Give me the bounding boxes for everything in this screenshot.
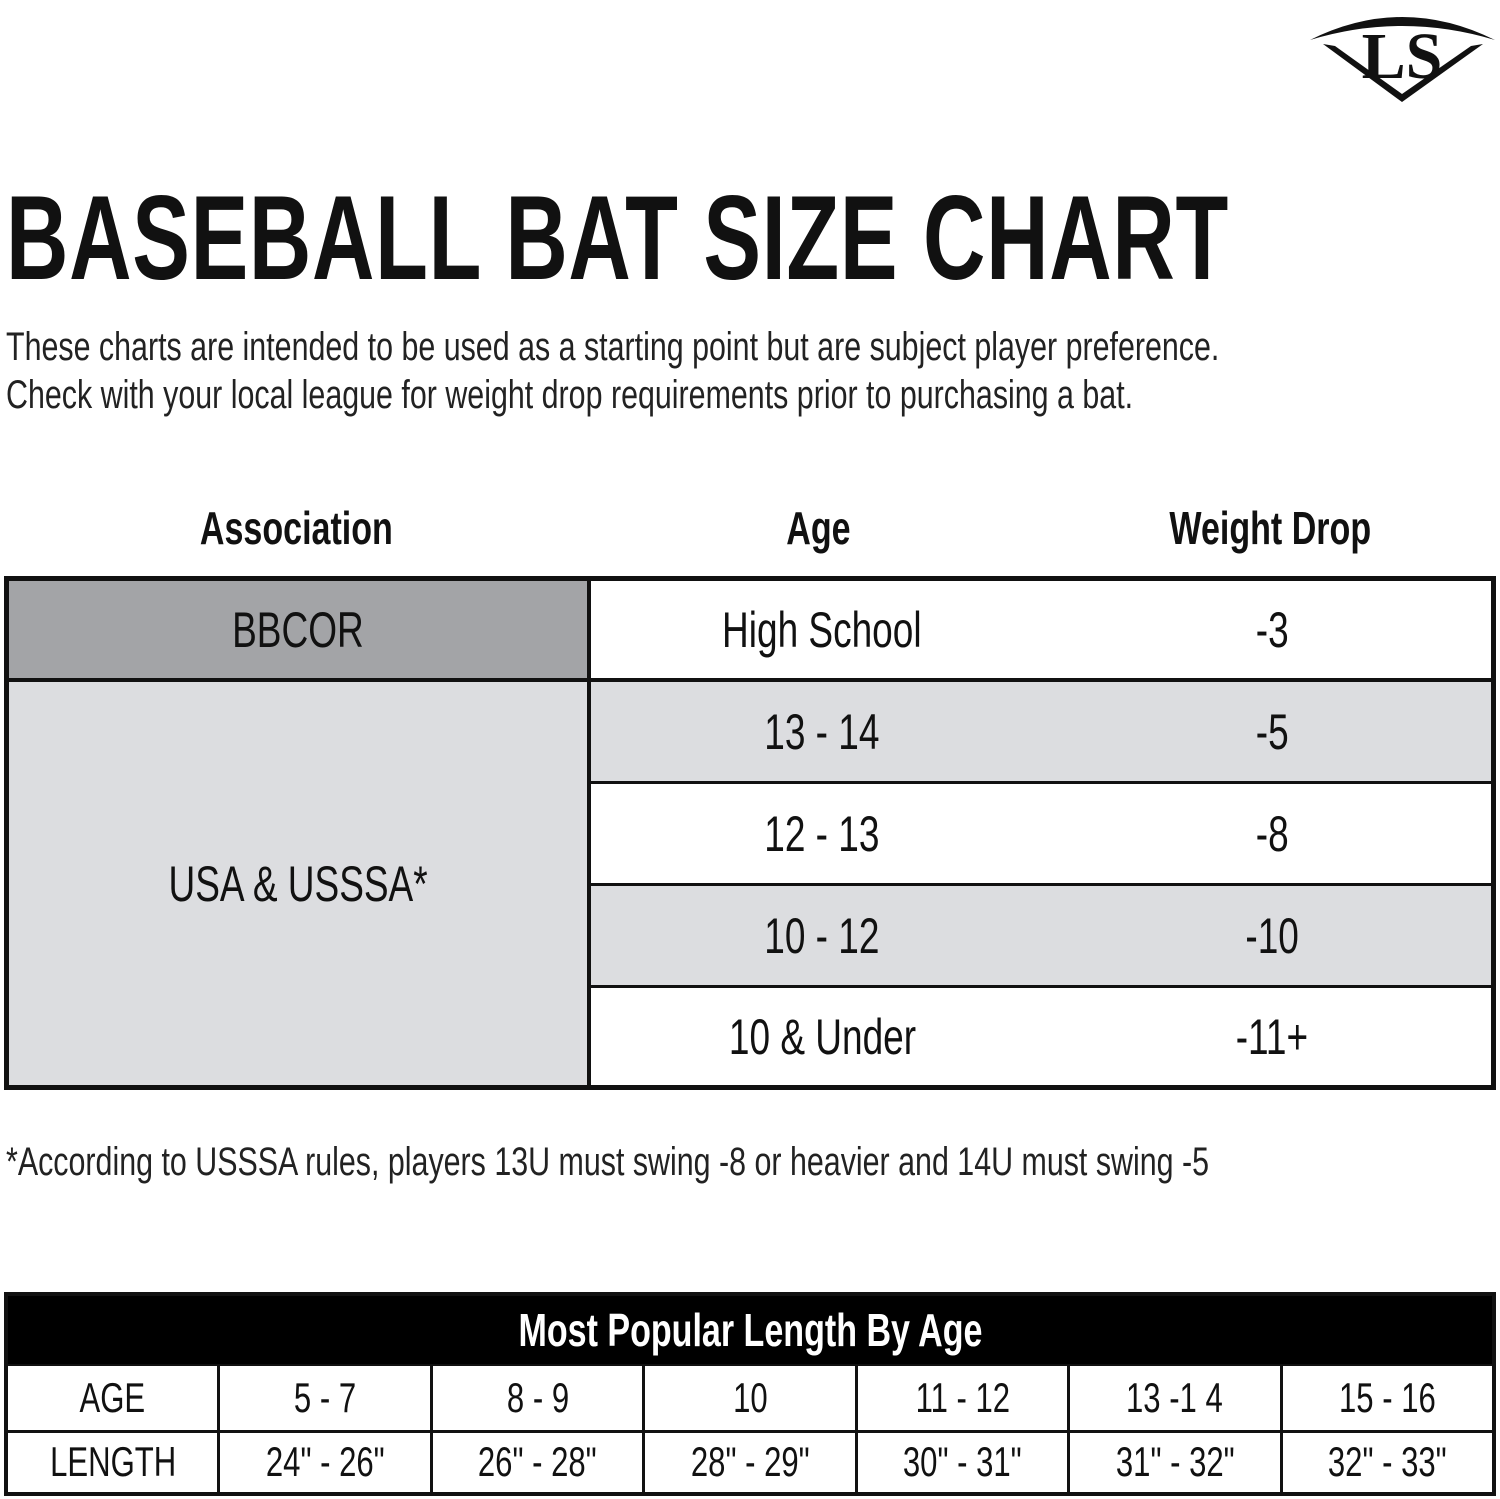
intro-line-1: These charts are intended to be used as … — [6, 325, 1220, 369]
drop-cell: -3 — [1255, 601, 1289, 658]
age-row: AGE 5 - 7 8 - 9 10 11 - 12 13 -1 4 15 - … — [8, 1364, 1492, 1433]
louisville-slugger-logo: LS — [1305, 2, 1500, 106]
length-cell: 31" - 32" — [1115, 1437, 1235, 1485]
length-cell: 32" - 33" — [1327, 1437, 1447, 1485]
age-cell: 10 - 12 — [764, 907, 880, 964]
age-cell: 5 - 7 — [294, 1374, 357, 1421]
length-cell: 30" - 31" — [902, 1437, 1022, 1485]
table-row: 10 & Under -11+ — [591, 988, 1491, 1085]
table-row: High School -3 — [591, 581, 1491, 682]
age-cell: High School — [722, 601, 922, 658]
age-cell: 10 & Under — [728, 1008, 916, 1065]
age-cell: 10 — [732, 1374, 768, 1421]
footnote: *According to USSSA rules, players 13U m… — [6, 1140, 1210, 1184]
drop-cell: -8 — [1255, 805, 1289, 862]
drop-cell: -11+ — [1235, 1008, 1309, 1065]
association-bbcor: BBCOR — [9, 581, 591, 682]
table-row: 10 - 12 -10 — [591, 886, 1491, 988]
age-cell: 15 - 16 — [1338, 1374, 1436, 1421]
weight-drop-table: BBCOR USA & USSSA* High School -3 13 - 1… — [4, 576, 1496, 1090]
table-row: 12 - 13 -8 — [591, 784, 1491, 886]
association-usa-usssa: USA & USSSA* — [9, 682, 591, 1085]
length-table-title: Most Popular Length By Age — [8, 1296, 1492, 1364]
svg-text:LS: LS — [1362, 20, 1443, 93]
drop-cell: -5 — [1255, 703, 1289, 760]
length-cell: 28" - 29" — [690, 1437, 810, 1485]
page-title: BASEBALL BAT SIZE CHART — [6, 171, 1229, 305]
age-cell: 13 - 14 — [764, 703, 880, 760]
age-cell: 8 - 9 — [506, 1374, 569, 1421]
intro-line-2: Check with your local league for weight … — [6, 373, 1134, 417]
age-cell: 13 -1 4 — [1126, 1374, 1224, 1421]
age-cell: 12 - 13 — [764, 805, 880, 862]
age-cell: AGE — [79, 1374, 146, 1421]
header-age: Age — [785, 502, 851, 554]
length-cell: LENGTH — [49, 1437, 176, 1485]
length-cell: 26" - 28" — [478, 1437, 597, 1485]
table-row: 13 - 14 -5 — [591, 682, 1491, 784]
header-association: Association — [199, 502, 393, 554]
header-weight-drop: Weight Drop — [1169, 502, 1371, 554]
age-cell: 11 - 12 — [915, 1374, 1010, 1421]
length-row: LENGTH 24" - 26" 26" - 28" 28" - 29" 30"… — [8, 1431, 1492, 1492]
length-cell: 24" - 26" — [265, 1437, 385, 1485]
length-by-age-table: Most Popular Length By Age AGE 5 - 7 8 -… — [4, 1292, 1496, 1496]
drop-cell: -10 — [1245, 907, 1299, 964]
